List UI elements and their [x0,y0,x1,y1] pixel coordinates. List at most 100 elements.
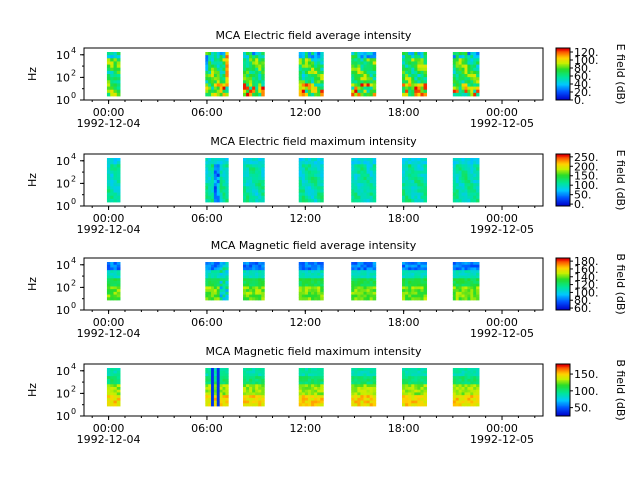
heatmap-cell [113,52,118,56]
heatmap-cell [219,83,223,87]
heatmap-cell [320,55,324,59]
heatmap-cell [402,392,406,396]
heatmap-cell [116,278,121,282]
heatmap-cell [405,158,409,162]
heatmap-cell [213,58,218,62]
heatmap-cell [110,289,114,293]
heatmap-cell [354,70,358,75]
heatmap-cell [314,80,318,84]
heatmap-cell [354,267,358,271]
heatmap-cell [106,376,111,380]
heatmap-cell [372,286,377,290]
heatmap-cell [106,170,111,175]
colorbar-segment [556,182,570,185]
heatmap-cell [252,291,256,295]
heatmap-cell [314,395,318,399]
heatmap-cell [106,291,111,295]
heatmap-cell [249,381,253,385]
heatmap-cell [372,397,377,401]
heatmap-cell [311,92,315,97]
heatmap-cell [307,77,312,81]
heatmap-cell [261,368,265,372]
heatmap-cell [411,262,415,266]
heatmap-cell [301,183,306,187]
heatmap-cell [317,70,321,75]
colorbar-segment [556,88,570,90]
heatmap-cell [357,164,361,168]
heatmap-cell [405,395,409,399]
heatmap-cell [366,55,371,59]
heatmap-cell [411,397,415,401]
heatmap-cell [366,275,371,279]
heatmap-cell [255,70,259,75]
heatmap-cell [423,275,428,279]
heatmap-cell [304,275,309,279]
heatmap-cell [417,61,421,65]
colorbar-segment [556,81,570,84]
heatmap-cell [249,281,253,285]
heatmap-cell [423,278,428,282]
heatmap-cell [307,55,312,59]
heatmap-cell [116,270,121,274]
heatmap-cell [320,77,324,81]
heatmap-cell [458,368,462,372]
heatmap-cell [219,161,223,165]
colorbar-segment [556,89,570,92]
heatmap-cell [372,86,377,91]
heatmap-cell [357,80,361,84]
heatmap-cell [351,400,355,404]
heatmap-cell [455,86,460,91]
colorbar-segment [556,306,570,308]
heatmap-cell [304,198,309,203]
heatmap-cell [219,170,223,175]
heatmap-cell [320,376,324,380]
heatmap-cell [420,161,424,165]
heatmap-cell [372,262,377,266]
heatmap-cell [255,297,259,301]
heatmap-cell [411,400,415,404]
heatmap-cell [408,80,412,84]
heatmap-cell [307,283,312,287]
heatmap-cell [304,192,309,197]
heatmap-cell [354,158,358,162]
heatmap-cell [252,89,256,94]
heatmap-cell [298,395,303,399]
heatmap-cell [420,403,424,407]
heatmap-cell [249,368,253,372]
heatmap-cell [298,52,303,56]
heatmap-cell [455,158,460,162]
heatmap-cell [458,289,462,293]
heatmap-cell [402,297,406,301]
heatmap-cell [461,192,465,197]
heatmap-cell [363,173,367,178]
heatmap-cell [417,183,421,187]
heatmap-cell [110,164,114,168]
heatmap-cell [113,272,118,276]
heatmap-cell [211,192,215,197]
heatmap-cell [246,264,250,268]
heatmap-cell [216,267,221,271]
heatmap-cell [208,392,212,396]
colorbar-segment [556,263,570,265]
heatmap-cell [205,77,209,81]
heatmap-cell [106,278,111,282]
colorbar-segment [556,307,570,310]
heatmap-cell [411,392,415,396]
heatmap-cell [405,289,409,293]
heatmap-cell [417,189,421,193]
heatmap-cell [366,381,371,385]
heatmap-cell [110,61,114,65]
heatmap-cell [455,373,460,377]
heatmap-cell [414,83,418,87]
heatmap-cell [317,381,321,385]
heatmap-cell [213,198,218,203]
heatmap-cell [467,92,471,97]
heatmap-cell [110,52,114,56]
heatmap-cell [363,378,367,382]
heatmap-cell [366,92,371,97]
colorbar-segment [556,167,570,169]
heatmap-cell [208,67,212,72]
heatmap-cell [243,61,247,65]
heatmap-cell [369,158,374,162]
x-tick-label: 06:00 [191,106,223,119]
